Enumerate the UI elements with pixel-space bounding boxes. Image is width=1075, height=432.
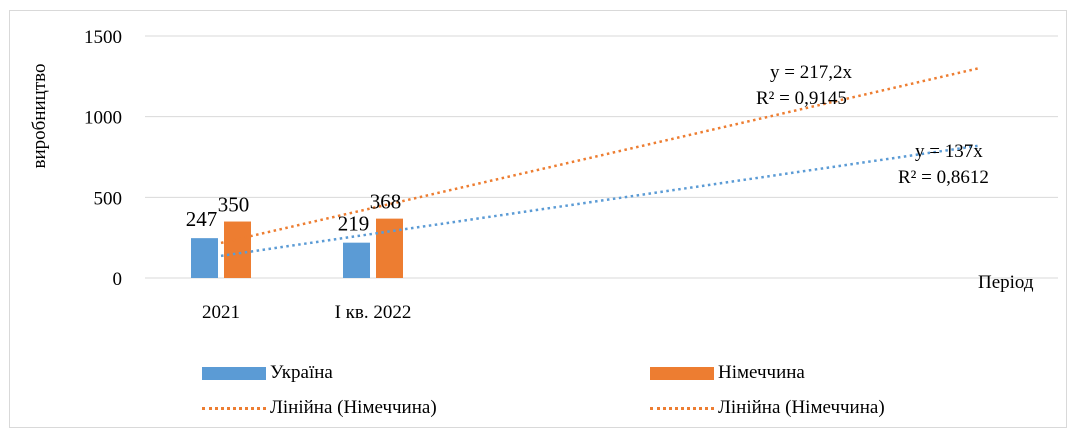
y-tick-label: 1000 <box>84 108 122 129</box>
bars <box>191 218 403 278</box>
x-tick-label: 2021 <box>202 302 240 323</box>
trendlines <box>220 66 982 258</box>
bar-ukraine-0 <box>191 238 218 278</box>
x-tick-label: І кв. 2022 <box>335 302 412 323</box>
data-label: 247 <box>186 207 218 231</box>
chart-frame <box>9 10 1067 428</box>
bar-germany-1 <box>376 218 403 278</box>
trend-equation-germany: y = 217,2x <box>770 62 852 83</box>
y-tick-label: 1500 <box>84 27 122 48</box>
trendline-1 <box>220 144 982 258</box>
y-tick-label: 0 <box>113 269 123 290</box>
trend-r2-ukraine: R² = 0,8612 <box>898 167 989 188</box>
trend-equation-ukraine: y = 137x <box>915 141 983 162</box>
data-label: 350 <box>218 193 250 217</box>
y-tick-label: 500 <box>94 188 123 209</box>
trendline-0 <box>220 66 982 245</box>
trend-r2-germany: R² = 0,9145 <box>756 88 847 109</box>
bar-germany-0 <box>224 221 251 278</box>
data-label: 368 <box>370 190 402 214</box>
x-axis-title: Період <box>978 272 1034 293</box>
gridlines: 0 500 1000 1500 <box>84 27 1058 290</box>
y-axis-title: виробництво <box>29 64 50 169</box>
bar-ukraine-1 <box>343 242 370 278</box>
data-label: 219 <box>338 212 370 236</box>
